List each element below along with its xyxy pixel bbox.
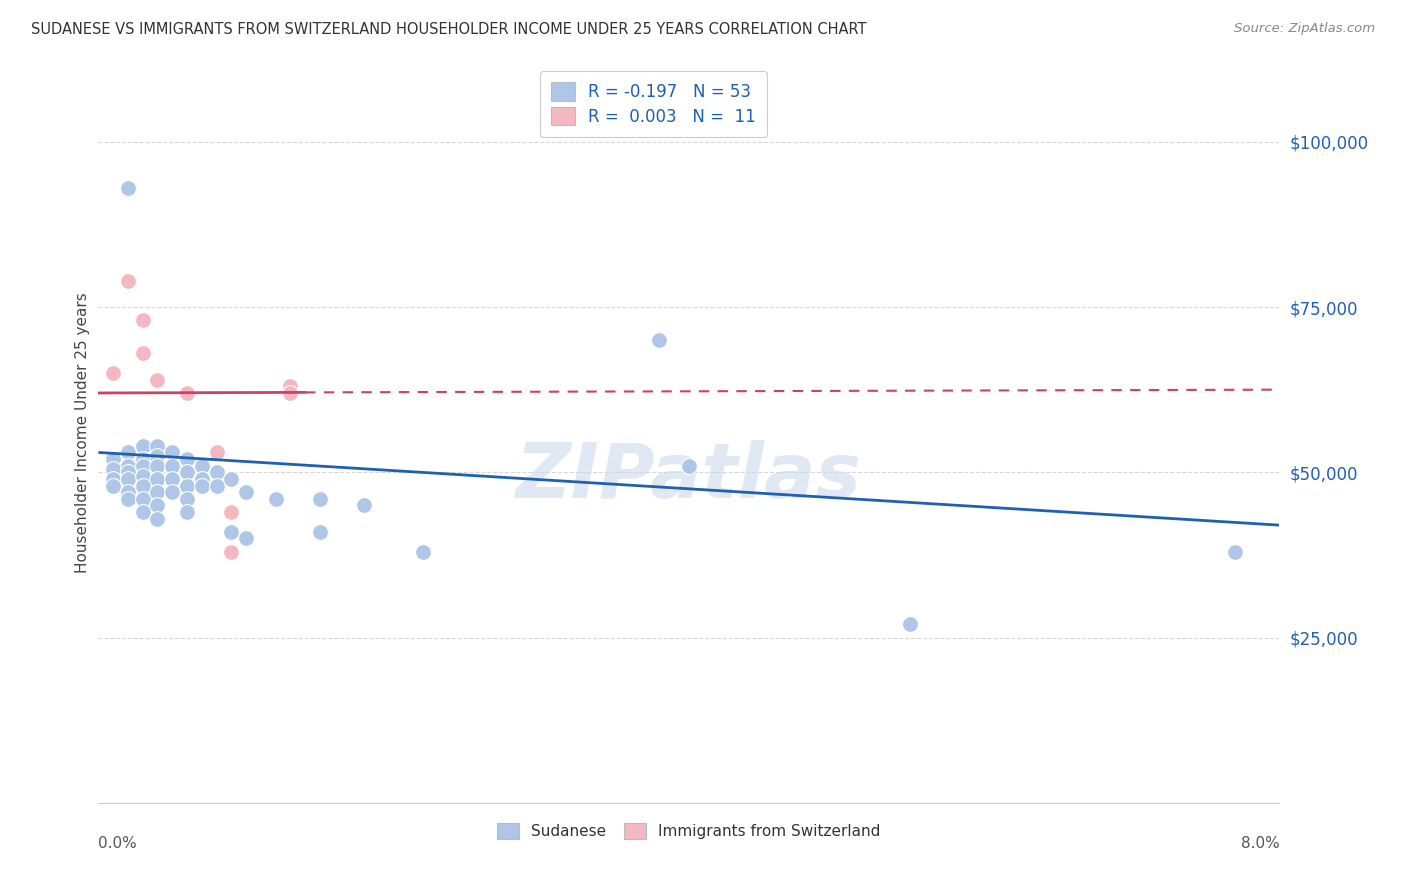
Point [205,465,228,479]
Point [162,472,183,486]
Point [280,379,302,393]
Point [191,458,214,473]
Point [146,458,169,473]
Legend: Sudanese, Immigrants from Switzerland: Sudanese, Immigrants from Switzerland [489,815,889,847]
Point [280,386,302,401]
Text: Source: ZipAtlas.com: Source: ZipAtlas.com [1234,22,1375,36]
Point [117,274,139,288]
Point [176,386,198,401]
Point [176,465,198,479]
Point [132,491,155,506]
Point [205,445,228,459]
Point [221,544,243,558]
Point [146,449,169,463]
Point [146,511,169,525]
Point [191,478,214,492]
Point [132,313,155,327]
Point [309,491,332,506]
Text: 8.0%: 8.0% [1240,836,1279,851]
Point [678,458,700,473]
Point [132,458,155,473]
Point [103,472,125,486]
Point [191,472,214,486]
Point [132,478,155,492]
Point [162,485,183,500]
Point [117,465,139,479]
Point [103,478,125,492]
Point [221,505,243,519]
Point [146,472,169,486]
Point [353,499,375,513]
Point [117,458,139,473]
Point [412,544,434,558]
Point [235,485,257,500]
Point [117,472,139,486]
Text: 0.0%: 0.0% [98,836,138,851]
Point [117,491,139,506]
Point [132,452,155,467]
Point [117,181,139,195]
Point [176,452,198,467]
Point [205,478,228,492]
Point [132,346,155,360]
Point [176,478,198,492]
Text: ZIPatlas: ZIPatlas [516,440,862,514]
Point [176,505,198,519]
Point [146,499,169,513]
Point [146,485,169,500]
Point [648,333,671,347]
Point [221,472,243,486]
Point [235,532,257,546]
Point [146,373,169,387]
Point [162,458,183,473]
Point [900,617,922,632]
Text: SUDANESE VS IMMIGRANTS FROM SWITZERLAND HOUSEHOLDER INCOME UNDER 25 YEARS CORREL: SUDANESE VS IMMIGRANTS FROM SWITZERLAND … [31,22,866,37]
Point [176,491,198,506]
Point [132,505,155,519]
Point [221,524,243,539]
Point [264,491,287,506]
Point [162,445,183,459]
Point [146,439,169,453]
Point [103,452,125,467]
Point [117,485,139,500]
Point [132,346,155,360]
Point [103,366,125,380]
Point [132,468,155,483]
Y-axis label: Householder Income Under 25 years: Householder Income Under 25 years [75,293,90,573]
Point [117,445,139,459]
Point [1225,544,1247,558]
Point [309,524,332,539]
Point [103,462,125,476]
Point [132,439,155,453]
